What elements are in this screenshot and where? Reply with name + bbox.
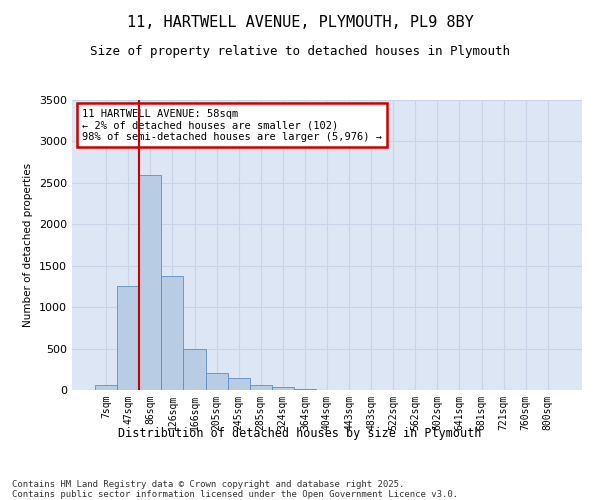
Text: 11, HARTWELL AVENUE, PLYMOUTH, PL9 8BY: 11, HARTWELL AVENUE, PLYMOUTH, PL9 8BY (127, 15, 473, 30)
Text: Size of property relative to detached houses in Plymouth: Size of property relative to detached ho… (90, 45, 510, 58)
Bar (139, 174, 161, 390)
Text: Contains HM Land Registry data © Crown copyright and database right 2025.
Contai: Contains HM Land Registry data © Crown c… (12, 480, 458, 500)
Bar (272, 386, 294, 390)
Bar (294, 389, 316, 390)
Text: 11 HARTWELL AVENUE: 58sqm
← 2% of detached houses are smaller (102)
98% of semi-: 11 HARTWELL AVENUE: 58sqm ← 2% of detach… (82, 108, 382, 142)
Bar (250, 384, 272, 390)
Y-axis label: Number of detached properties: Number of detached properties (23, 163, 34, 327)
Bar (206, 372, 227, 390)
Bar (95, 386, 117, 390)
Bar (161, 276, 184, 390)
Bar (184, 350, 206, 390)
Bar (117, 286, 139, 390)
Bar (227, 378, 250, 390)
Text: Distribution of detached houses by size in Plymouth: Distribution of detached houses by size … (118, 428, 482, 440)
